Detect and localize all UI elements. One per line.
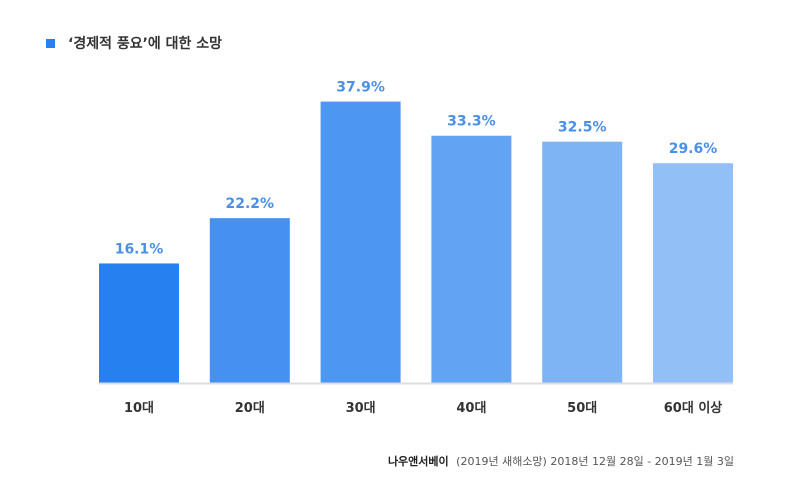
category-label-1: 10대: [124, 401, 154, 416]
category-label-2: 20대: [235, 401, 265, 416]
footer-source: 나우앤서베이 (2019년 새해소망) 2018년 12월 28일 - 2019…: [388, 453, 734, 469]
bar-5: [542, 141, 623, 383]
value-label-1: 16.1%: [115, 241, 164, 257]
source-detail: (2019년 새해소망) 2018년 12월 28일 - 2019년 1월 3일: [456, 455, 734, 468]
bar-2: [209, 218, 290, 383]
category-label-6: 60대 이상: [664, 400, 723, 416]
bar-4: [431, 135, 512, 383]
value-label-6: 29.6%: [669, 141, 718, 157]
source-name: 나우앤서베이: [387, 455, 449, 468]
value-label-4: 33.3%: [447, 114, 496, 130]
chart-legend: ‘경제적 풍요’에 대한 소망: [46, 33, 222, 53]
value-label-5: 32.5%: [558, 120, 607, 136]
category-label-4: 40대: [456, 401, 486, 416]
value-label-2: 22.2%: [226, 196, 275, 212]
legend-swatch: [46, 38, 55, 48]
category-label-5: 50대: [567, 401, 597, 416]
category-label-3: 30대: [346, 401, 376, 416]
value-label-3: 37.9%: [336, 80, 385, 96]
legend-label: ‘경제적 풍요’에 대한 소망: [68, 36, 223, 52]
bar-6: [653, 163, 733, 383]
bar-1: [99, 263, 179, 383]
bar-3: [320, 101, 401, 384]
